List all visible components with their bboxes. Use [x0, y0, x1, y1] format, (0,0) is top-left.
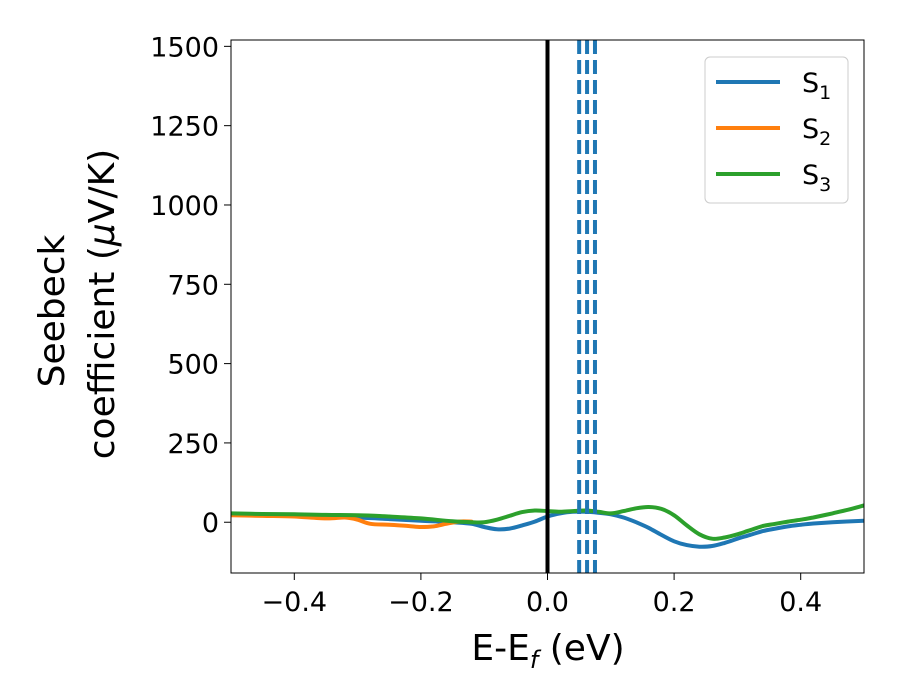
y-tick-label: 1000 — [150, 191, 219, 222]
y-axis-label-mu: μ — [82, 223, 123, 247]
y-tick-label: 500 — [167, 350, 219, 381]
x-tick-label: −0.2 — [388, 587, 454, 618]
y-axis-label-line1: Seebeck — [32, 234, 73, 387]
legend: S1 S2 S3 — [704, 56, 849, 204]
x-tick-label: 0.0 — [526, 587, 569, 618]
legend-entry-s2: S2 — [716, 114, 831, 150]
y-tick-label: 0 — [202, 508, 219, 539]
series-line-s2 — [231, 513, 474, 529]
y-tick-label: 1500 — [150, 32, 219, 63]
legend-label-s2: S2 — [802, 114, 831, 150]
vline-layer — [545, 40, 597, 573]
x-axis-label: E-Ef (eV) — [471, 628, 624, 674]
series-layer — [231, 503, 864, 549]
legend-entry-s1: S1 — [716, 68, 831, 104]
x-tick-label: 0.2 — [653, 587, 696, 618]
y-tick-label: 750 — [167, 270, 219, 301]
series-line-s3 — [231, 503, 864, 541]
y-axis-label-prefix: coefficient ( — [82, 246, 123, 459]
y-axis-ticks: 0 250 500 750 1000 1250 1500 — [150, 32, 231, 539]
y-tick-label: 250 — [167, 429, 219, 460]
legend-entry-s3: S3 — [716, 160, 831, 196]
x-axis-ticks: −0.4 −0.2 0.0 0.2 0.4 — [262, 573, 822, 618]
x-tick-label: 0.4 — [779, 587, 822, 618]
x-axis-label-prefix: E-E — [471, 628, 529, 669]
y-axis-label-suffix: V/K) — [82, 149, 123, 223]
legend-label-s1: S1 — [802, 68, 831, 104]
legend-label-s3: S3 — [802, 160, 831, 196]
y-tick-label: 1250 — [150, 112, 219, 143]
x-tick-label: −0.4 — [262, 587, 328, 618]
x-axis-label-suffix: (eV) — [538, 628, 624, 669]
y-axis-label-line2: coefficient (μV/K) — [82, 149, 123, 459]
